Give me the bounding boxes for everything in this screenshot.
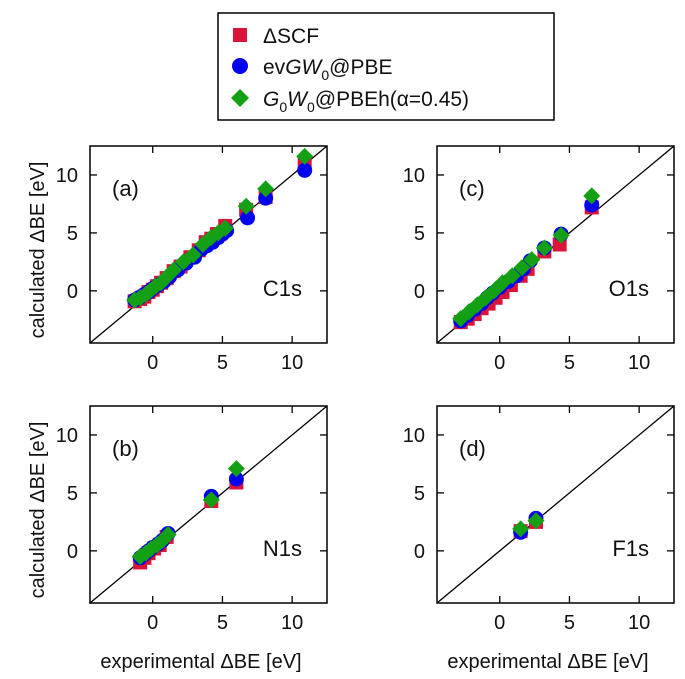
point-g0w0-pbeh-0-45 bbox=[159, 526, 177, 544]
point-evgw0-pbe bbox=[297, 162, 313, 178]
panel-label-n1s: (b) bbox=[112, 436, 139, 461]
panel-label-f1s: (d) bbox=[459, 436, 486, 461]
plot-frame-c1s bbox=[89, 145, 328, 344]
plot-frame-n1s bbox=[89, 405, 328, 604]
x-tick-label-o1s: 0 bbox=[494, 352, 505, 374]
point-g0w0-pbeh-0-45 bbox=[535, 239, 553, 257]
core-level-label-n1s: N1s bbox=[263, 536, 302, 561]
point-g0w0-pbeh-0-45 bbox=[184, 246, 202, 264]
x-tick-label-c1s: 10 bbox=[281, 352, 303, 374]
point-evgw0-pbe bbox=[228, 471, 244, 487]
y-tick-label-f1s: 10 bbox=[403, 425, 425, 447]
point-g0w0-pbeh-0-45 bbox=[237, 197, 255, 215]
plot-frame-f1s bbox=[436, 405, 675, 604]
core-level-label-c1s: C1s bbox=[263, 276, 302, 301]
point-g0w0-pbeh-0-45 bbox=[583, 187, 601, 205]
panel-label-c1s: (a) bbox=[112, 176, 139, 201]
point-g0w0-pbeh-0-45 bbox=[523, 251, 541, 269]
y-tick-label-f1s: 5 bbox=[414, 483, 425, 505]
panels: 0 5 10 0 5 10 (a) C1s 0 5 10 0 5 10 (c) O1s 0 5 10 0 5 10 (b) N… bbox=[56, 145, 675, 634]
point-g0w0-pbeh-0-45 bbox=[513, 259, 531, 277]
x-tick-label-o1s: 10 bbox=[628, 352, 650, 374]
x-tick-label-f1s: 5 bbox=[564, 612, 575, 634]
x-tick-label-c1s: 5 bbox=[217, 352, 228, 374]
y-tick-label-c1s: 0 bbox=[67, 281, 78, 303]
plot-frame-o1s bbox=[436, 145, 675, 344]
panel-c1s: 0 5 10 0 5 10 (a) C1s bbox=[56, 145, 328, 374]
x-axis-title-left: experimental ΔBE [eV] bbox=[100, 651, 301, 673]
x-tick-label-n1s: 10 bbox=[281, 612, 303, 634]
point-g0w0-pbeh-0-45 bbox=[227, 460, 245, 478]
point-evgw0-pbe bbox=[258, 190, 274, 206]
core-level-label-f1s: F1s bbox=[612, 536, 649, 561]
y-tick-label-n1s: 0 bbox=[67, 541, 78, 563]
legend-label-evgw: evGW0@PBE bbox=[263, 56, 392, 83]
legend-marker-dscf bbox=[233, 28, 247, 42]
y-tick-label-n1s: 10 bbox=[56, 425, 78, 447]
y-axis-title-top: calculated ΔBE [eV] bbox=[27, 162, 49, 339]
x-tick-label-o1s: 5 bbox=[564, 352, 575, 374]
point-g0w0-pbeh-0-45 bbox=[257, 180, 275, 198]
point-g0w0-pbeh-0-45 bbox=[165, 261, 183, 279]
x-axis-title-right: experimental ΔBE [eV] bbox=[447, 651, 648, 673]
legend-marker-evgw bbox=[232, 58, 248, 74]
x-tick-label-f1s: 10 bbox=[628, 612, 650, 634]
point-g0w0-pbeh-0-45 bbox=[216, 219, 234, 237]
x-tick-label-n1s: 0 bbox=[147, 612, 158, 634]
point-g0w0-pbeh-0-45 bbox=[552, 226, 570, 244]
panel-f1s: 0 5 10 0 5 10 (d) F1s bbox=[403, 405, 675, 634]
legend-label-g0w0: G0W0@PBEh(α=0.45) bbox=[263, 88, 469, 115]
y-tick-label-c1s: 5 bbox=[67, 223, 78, 245]
point-g0w0-pbeh-0-45 bbox=[202, 491, 220, 509]
legend-label-dscf: ΔSCF bbox=[263, 25, 319, 48]
point-evgw0-pbe bbox=[240, 210, 256, 226]
legend-marker-g0w0 bbox=[231, 89, 249, 107]
x-tick-label-n1s: 5 bbox=[217, 612, 228, 634]
x-tick-label-f1s: 0 bbox=[494, 612, 505, 634]
y-tick-label-c1s: 10 bbox=[56, 165, 78, 187]
panel-o1s: 0 5 10 0 5 10 (c) O1s bbox=[403, 145, 675, 374]
legend-box bbox=[217, 12, 555, 121]
y-tick-label-o1s: 0 bbox=[414, 281, 425, 303]
y-axis-title-bottom: calculated ΔBE [eV] bbox=[27, 422, 49, 599]
panel-label-o1s: (c) bbox=[459, 176, 485, 201]
x-tick-label-c1s: 0 bbox=[147, 352, 158, 374]
point-g0w0-pbeh-0-45 bbox=[512, 520, 530, 538]
legend: ΔSCF evGW0@PBE G0W0@PBEh(α=0.45) bbox=[217, 12, 555, 121]
panel-n1s: 0 5 10 0 5 10 (b) N1s bbox=[56, 405, 328, 634]
y-tick-label-f1s: 0 bbox=[414, 541, 425, 563]
point-evgw0-pbe bbox=[584, 197, 600, 213]
point-g0w0-pbeh-0-45 bbox=[503, 267, 521, 285]
y-tick-label-o1s: 10 bbox=[403, 165, 425, 187]
y-tick-label-n1s: 5 bbox=[67, 483, 78, 505]
point-g0w0-pbeh-0-45 bbox=[527, 512, 545, 530]
point-g0w0-pbeh-0-45 bbox=[296, 147, 314, 165]
core-level-label-o1s: O1s bbox=[609, 276, 649, 301]
y-tick-label-o1s: 5 bbox=[414, 223, 425, 245]
diagonal-line-f1s bbox=[437, 406, 674, 603]
